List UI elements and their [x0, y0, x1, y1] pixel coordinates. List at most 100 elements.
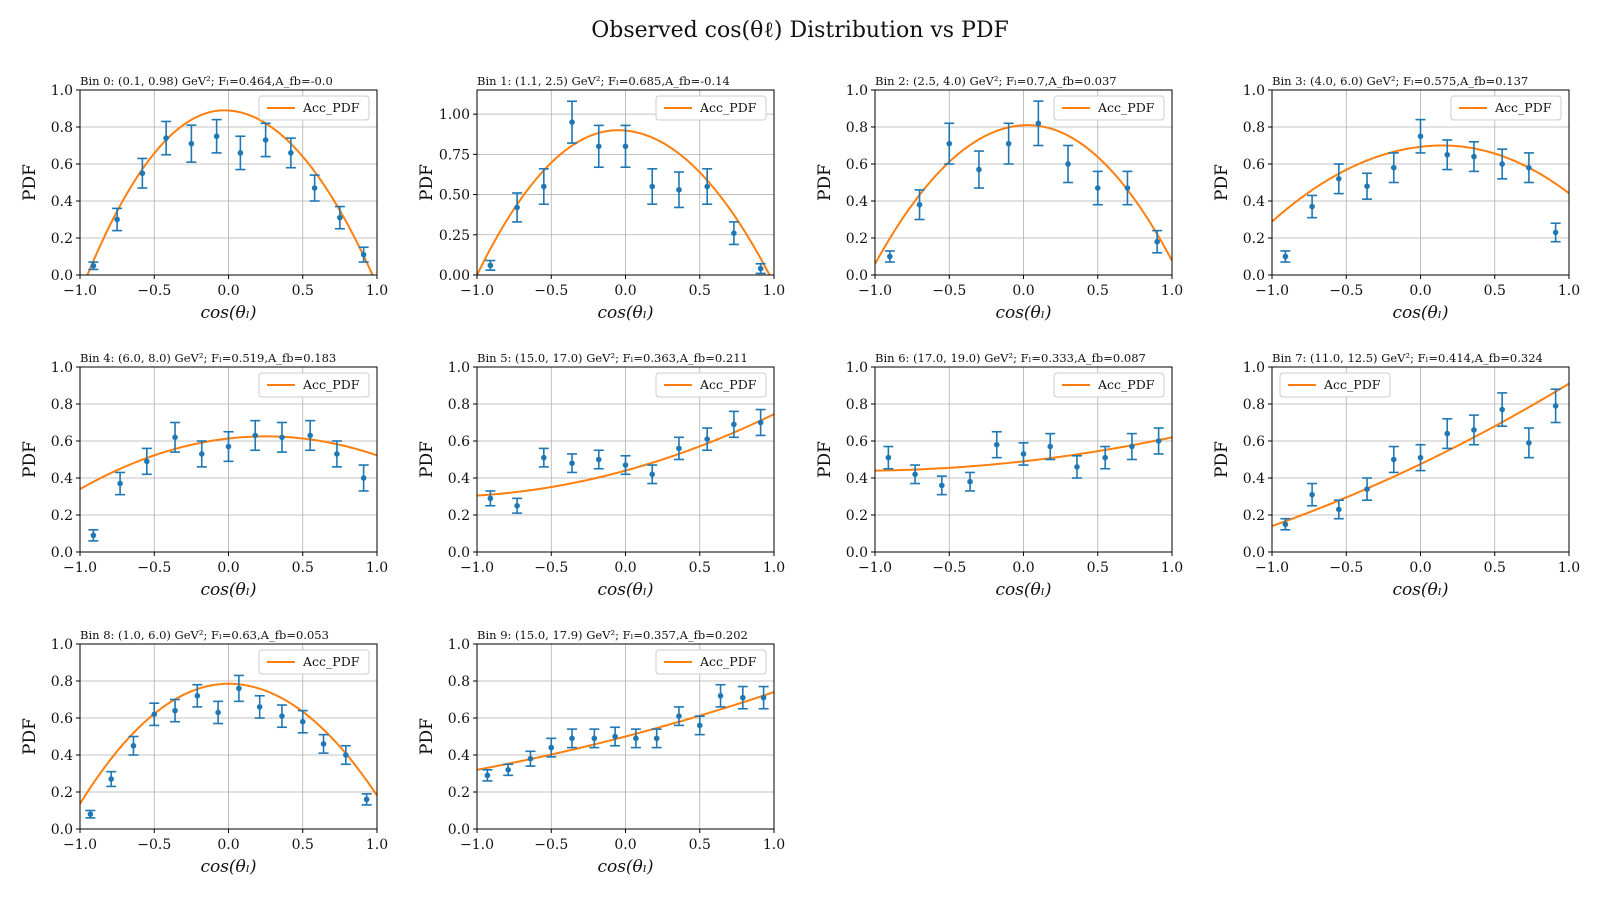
y-tick-label: 0.6: [51, 157, 73, 173]
x-axis-label: cos(θₗ): [995, 580, 1051, 600]
x-tick-label: −1.0: [858, 560, 892, 576]
legend-box: [655, 372, 767, 398]
data-point: [696, 722, 703, 729]
legend-box: [1053, 95, 1165, 121]
data-point: [1309, 203, 1315, 210]
legend: Acc_PDF: [258, 95, 370, 121]
data-point: [676, 186, 682, 193]
legend: Acc_PDF: [655, 649, 767, 675]
x-tick-label: 1.0: [366, 837, 388, 853]
y-tick-label: 1.0: [51, 637, 73, 653]
plot-frame: [476, 89, 775, 276]
y-tick-label: 0.6: [448, 434, 470, 450]
data-point: [194, 693, 201, 699]
subplot-title: Bin 5: (15.0, 17.0) GeV²; Fₗ=0.363,A_fb=…: [477, 351, 748, 365]
data-point: [360, 251, 367, 258]
x-axis-label: cos(θₗ): [597, 857, 653, 877]
x-tick-label: −0.5: [534, 560, 568, 576]
x-tick-label: 0.0: [614, 283, 636, 299]
panel-1: 0.00 0.25 0.50 0.75 1.00 −1.0 −0.5 0.0 0.5 1.0 Acc…: [417, 74, 785, 323]
data-point: [172, 434, 178, 441]
y-tick-label: 0.25: [439, 228, 470, 244]
plot-frame: [874, 366, 1173, 553]
x-tick-label: 1.0: [1558, 560, 1580, 576]
data-point: [622, 143, 629, 150]
y-tick-label: 0.4: [51, 748, 73, 764]
data-point: [172, 707, 178, 714]
x-axis-label: cos(θₗ): [597, 303, 653, 323]
data-point: [1282, 521, 1289, 528]
panel-4: 0.0 0.2 0.4 0.6 0.8 1.0 −1.0 −0.5 0.0 0.5 1.0 Acc_P…: [20, 351, 388, 600]
data-point: [622, 462, 629, 468]
data-point: [676, 713, 682, 719]
data-point: [976, 166, 982, 173]
legend: Acc_PDF: [655, 95, 767, 121]
data-point: [299, 718, 306, 725]
data-point: [487, 495, 494, 502]
subplot-title: Bin 9: (15.0, 17.9) GeV²; Fₗ=0.357,A_fb=…: [477, 628, 748, 642]
legend-label: Acc_PDF: [1494, 100, 1552, 115]
legend: Acc_PDF: [258, 372, 370, 398]
data-point: [595, 143, 602, 150]
x-tick-label: −1.0: [63, 560, 97, 576]
x-tick-label: 1.0: [1161, 283, 1183, 299]
x-tick-label: −0.5: [932, 560, 966, 576]
data-point: [916, 201, 923, 208]
y-axis-label: PDF: [20, 164, 40, 201]
data-point: [676, 445, 682, 452]
data-point: [731, 421, 737, 428]
x-axis-label: cos(θₗ): [597, 580, 653, 600]
y-tick-label: 0.0: [846, 268, 868, 284]
y-tick-label: 0.2: [1243, 231, 1265, 247]
data-point: [653, 735, 660, 742]
x-tick-label: 0.5: [689, 837, 711, 853]
legend: Acc_PDF: [1279, 372, 1391, 398]
data-point: [87, 811, 94, 817]
data-point: [649, 183, 656, 190]
data-point: [1047, 443, 1054, 450]
plot-frame: [79, 89, 378, 276]
data-point: [717, 693, 724, 699]
plot-frame: [874, 89, 1173, 276]
data-point: [279, 713, 285, 719]
x-tick-label: 0.0: [1012, 560, 1034, 576]
y-axis-label: PDF: [20, 718, 40, 755]
data-point: [1065, 161, 1071, 167]
legend-box: [1053, 372, 1165, 398]
panel-5: 0.0 0.2 0.4 0.6 0.8 1.0 −1.0 −0.5 0.0 0.5 1.0 Acc_P…: [417, 351, 785, 600]
x-tick-label: 1.0: [1161, 560, 1183, 576]
y-tick-label: 0.0: [846, 545, 868, 561]
data-point: [1020, 451, 1027, 457]
data-point: [1035, 120, 1042, 127]
x-tick-label: 0.5: [292, 283, 314, 299]
panel-8: 0.0 0.2 0.4 0.6 0.8 1.0 −1.0 −0.5 0.0 0.5 1.0 Acc_P…: [20, 628, 388, 877]
data-point: [740, 694, 746, 701]
legend: Acc_PDF: [1053, 372, 1165, 398]
legend-box: [655, 649, 767, 675]
data-point: [591, 735, 598, 742]
y-tick-label: 0.8: [51, 674, 73, 690]
subplot-title: Bin 0: (0.1, 0.98) GeV²; Fₗ=0.464,A_fb=-…: [80, 74, 333, 88]
legend-label: Acc_PDF: [302, 654, 360, 669]
data-point: [90, 262, 97, 269]
y-tick-label: 0.00: [439, 268, 470, 284]
x-tick-label: −0.5: [137, 283, 171, 299]
data-point: [595, 456, 602, 463]
data-point: [1364, 486, 1370, 492]
y-axis-label: PDF: [815, 441, 835, 478]
data-point: [527, 755, 534, 762]
legend-box: [258, 95, 370, 121]
x-tick-label: 0.5: [292, 837, 314, 853]
x-axis-label: cos(θₗ): [200, 857, 256, 877]
y-tick-label: 0.8: [846, 397, 868, 413]
y-tick-label: 0.4: [51, 471, 73, 487]
data-point: [1154, 238, 1160, 245]
y-tick-label: 0.75: [439, 147, 470, 163]
legend-box: [258, 649, 370, 675]
data-point: [514, 204, 520, 211]
y-axis-label: PDF: [815, 164, 835, 201]
y-tick-label: 0.8: [51, 397, 73, 413]
x-tick-label: −0.5: [1329, 283, 1363, 299]
data-point: [1471, 427, 1477, 433]
data-point: [514, 502, 520, 509]
